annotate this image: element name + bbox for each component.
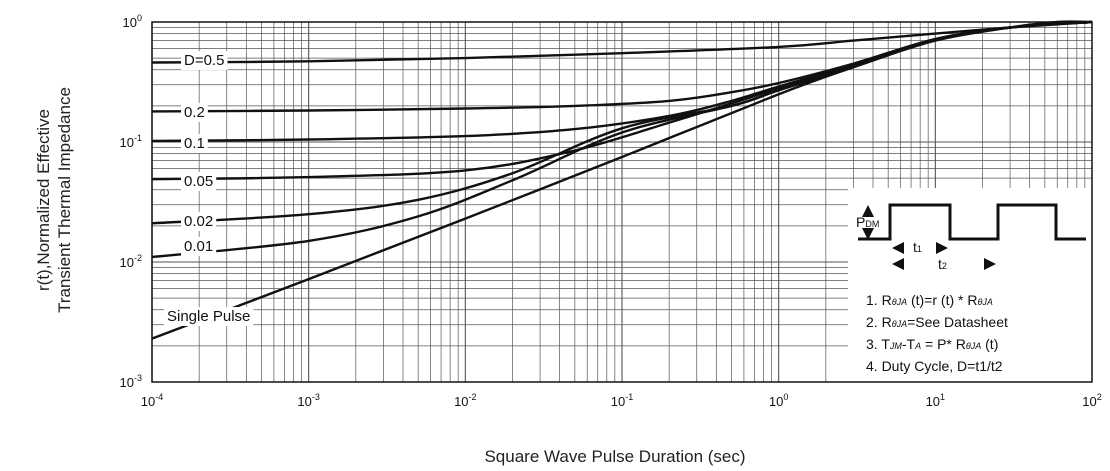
x-axis-title: Square Wave Pulse Duration (sec) <box>484 447 745 466</box>
pulse-waveform <box>858 203 1086 241</box>
pdm-arrow-up <box>862 205 874 217</box>
pdm-label: PDM <box>856 214 879 230</box>
curve-label-bg <box>164 307 254 326</box>
curve-label: 0.2 <box>184 104 205 121</box>
x-tick-label: 10-1 <box>611 392 633 409</box>
t2-arrow-right <box>984 258 996 270</box>
x-tick-label: 100 <box>769 392 788 409</box>
duty-cycle-inset: PDM t1 t2 1. RθJA (t)=r (t) * RθJA 2. RθJA=S… <box>848 188 1092 382</box>
y-axis-title-line-1: r(t),Normalized Effective <box>34 109 53 291</box>
axis-ticks: 10-4 10-3 10-2 10-1 100 101 102 10-3 10-2 10-1 100 <box>120 13 1102 409</box>
plot-frame <box>151 21 1093 383</box>
curve-label: 0.02 <box>184 213 213 230</box>
inset-note-2: 2. RθJA=See Datasheet <box>866 314 1008 330</box>
series-line-0 <box>151 20 1093 64</box>
inset-note-1: 1. RθJA (t)=r (t) * RθJA <box>866 292 993 308</box>
curve-label-bg <box>181 172 217 191</box>
y-tick-label: 10-1 <box>120 133 142 150</box>
t1-arrow-left <box>892 242 904 254</box>
curve-series <box>151 20 1093 340</box>
t2-label: t2 <box>938 256 947 272</box>
x-tick-label: 10-3 <box>297 392 319 409</box>
curve-label-bg <box>181 237 217 256</box>
curve-label: 0.01 <box>184 238 213 255</box>
curve-label-bg <box>181 212 217 231</box>
t1-arrow-right <box>936 242 948 254</box>
x-tick-label: 10-2 <box>454 392 476 409</box>
y-tick-label: 10-2 <box>120 253 142 270</box>
curve-label-bg <box>181 134 208 153</box>
x-tick-label: 102 <box>1082 392 1101 409</box>
series-line-6 <box>151 20 1093 340</box>
curve-label: D=0.5 <box>184 52 224 69</box>
curve-label: 0.1 <box>184 135 205 152</box>
inset-note-3: 3. TJM-TA = P* RθJA (t) <box>866 336 998 352</box>
y-tick-label: 100 <box>123 13 142 30</box>
curve-label-bg <box>181 103 208 122</box>
inset-note-4: 4. Duty Cycle, D=t1/t2 <box>866 358 1003 374</box>
pdm-arrow-down <box>862 228 874 240</box>
y-axis-title-line-2: Transient Thermal Impedance <box>55 87 74 313</box>
t2-arrow-left <box>892 258 904 270</box>
curve-label-bg <box>181 51 228 70</box>
curve-labels: D=0.5 0.2 0.1 0.05 0.02 0.01 Single Pulse <box>164 51 254 326</box>
y-tick-label: 10-3 <box>120 373 142 390</box>
curve-label: 0.05 <box>184 173 213 190</box>
curve-label: Single Pulse <box>167 308 250 325</box>
t1-label: t1 <box>913 239 922 255</box>
x-tick-label: 10-4 <box>141 392 163 409</box>
x-tick-label: 101 <box>926 392 945 409</box>
